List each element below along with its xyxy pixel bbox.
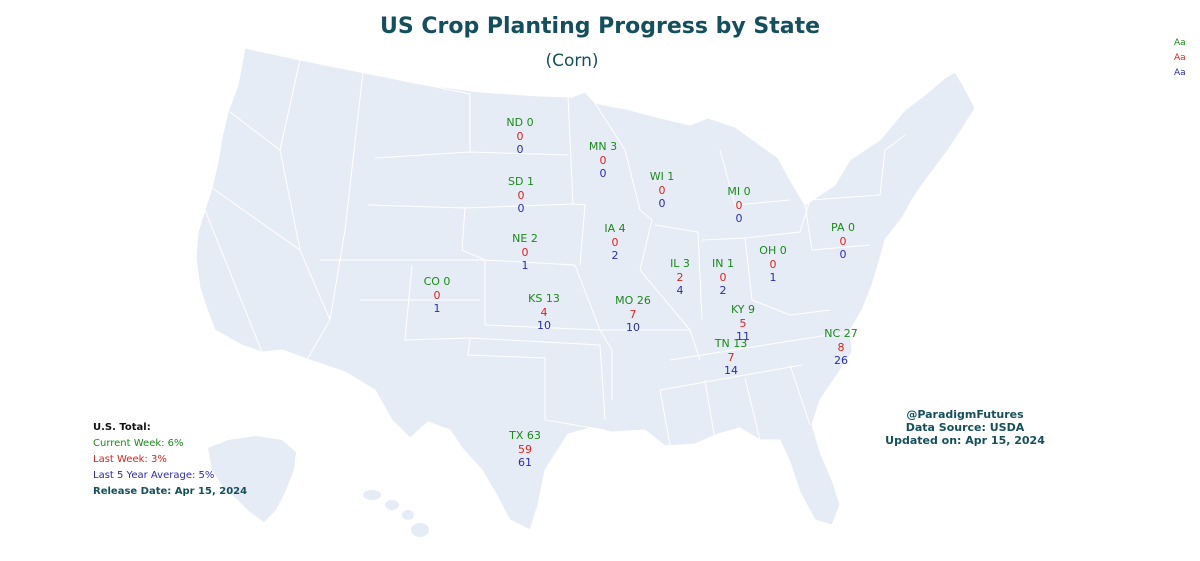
alaska [208,436,296,522]
legend-five-year-avg[interactable]: Aa [1174,68,1186,78]
state-borders [204,59,906,446]
state-label-nc: NC 27 8 26 [824,327,858,367]
hawaii [363,490,429,537]
map-title: US Crop Planting Progress by State [379,14,821,39]
us-total-current-week: Current Week: 6% [93,438,184,449]
legend-last-week[interactable]: Aa [1174,53,1186,63]
release-date: Release Date: Apr 15, 2024 [93,486,248,497]
us-total-five-year-avg: Last 5 Year Average: 5% [93,470,215,481]
updated-on: Updated on: Apr 15, 2024 [885,434,1045,447]
us-total-last-week: Last Week: 3% [93,454,167,465]
continental-us [195,47,976,531]
state-label-tx: TX 63 59 61 [509,429,541,469]
state-label-mo: MO 26 7 10 [615,294,651,334]
data-source: Data Source: USDA [905,421,1025,434]
map-subtitle: (Corn) [545,51,599,71]
credits-panel: @ParadigmFutures Data Source: USDA Updat… [880,408,1050,447]
legend-current-week[interactable]: Aa [1174,38,1186,48]
state-label-ks: KS 13 4 10 [528,292,560,332]
state-label-ky: KY 9 5 11 [730,303,756,343]
us-total-header: U.S. Total: [93,422,151,433]
state-label-tn: TN 13 7 14 [714,337,748,377]
us-totals-panel: U.S. Total: Current Week: 6% Last Week: … [93,420,247,500]
author-handle: @ParadigmFutures [906,408,1024,421]
